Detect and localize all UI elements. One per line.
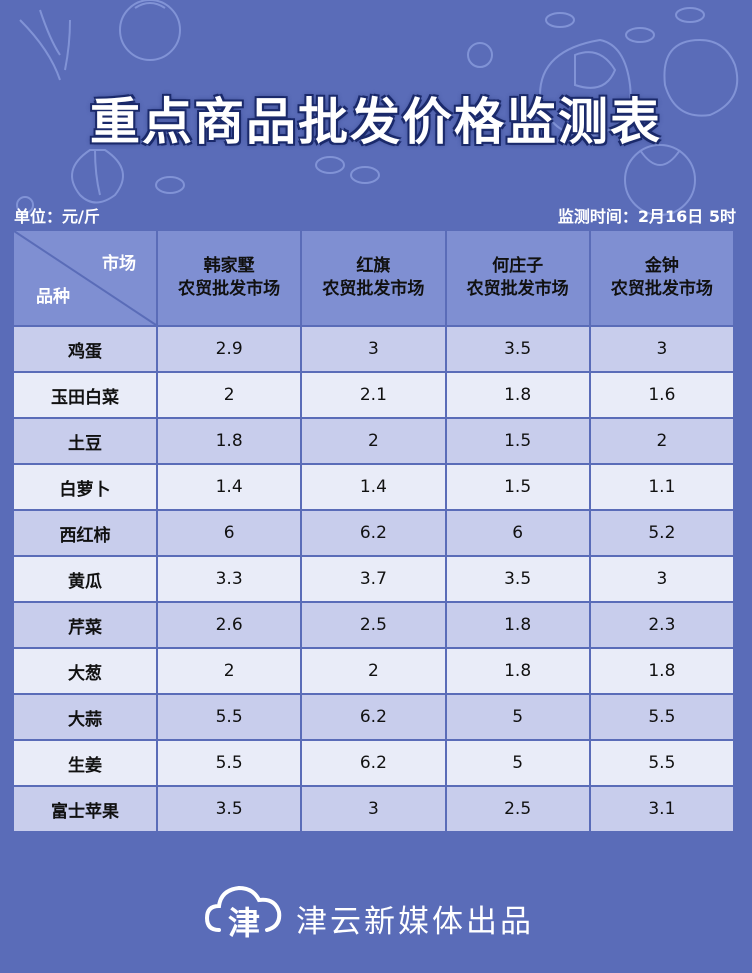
price-cell: 2.6 [155, 601, 303, 649]
price-cell: 5.5 [155, 693, 303, 741]
price-cell: 1.8 [588, 647, 736, 695]
market-header: 金钟 农贸批发市场 [588, 229, 736, 327]
market-name: 韩家墅 [203, 256, 255, 276]
market-name: 何庄子 [492, 256, 544, 276]
price-cell: 5 [444, 739, 591, 787]
price-table: 市场 品种 韩家墅农贸批发市场 红旗农贸批发市场 何庄子农贸批发市场 金钟农贸批… [12, 229, 736, 833]
market-type: 农贸批发市场 [466, 279, 569, 299]
price-cell: 3.5 [155, 785, 303, 833]
price-cell: 5.5 [588, 693, 736, 741]
item-name: 白萝卜 [12, 463, 158, 511]
logo-char: 津 [228, 904, 260, 942]
price-cell: 2.3 [588, 601, 736, 649]
price-cell: 3.1 [588, 785, 736, 833]
corner-cell: 市场 品种 [12, 229, 158, 327]
table-row: 鸡蛋 2.9 3 3.5 3 [12, 325, 736, 373]
publisher-credit: 津云新媒体出品 [296, 904, 534, 940]
vegetable-illustration [16, 0, 739, 216]
item-name: 生姜 [12, 739, 158, 787]
cloud-logo-icon: 津 [205, 885, 282, 942]
diagonal-divider [14, 231, 156, 325]
price-cell: 1.1 [588, 463, 736, 511]
market-name: 红旗 [356, 256, 391, 276]
price-cell: 3 [300, 785, 447, 833]
table-row: 生姜 5.5 6.2 5 5.5 [12, 739, 736, 787]
item-name: 土豆 [12, 417, 158, 465]
market-type: 农贸批发市场 [322, 279, 425, 299]
price-cell: 1.6 [588, 371, 736, 419]
corner-market-label: 市场 [102, 254, 136, 274]
item-name: 黄瓜 [12, 555, 158, 603]
price-cell: 1.8 [155, 417, 303, 465]
price-cell: 3.3 [155, 555, 303, 603]
table-row: 土豆 1.8 2 1.5 2 [12, 417, 736, 465]
price-cell: 2.5 [444, 785, 591, 833]
unit-label: 单位：元/斤 [14, 207, 100, 226]
table-row: 富士苹果 3.5 3 2.5 3.1 [12, 785, 736, 833]
item-name: 玉田白菜 [12, 371, 158, 419]
table-row: 芹菜 2.6 2.5 1.8 2.3 [12, 601, 736, 649]
market-type: 农贸批发市场 [610, 279, 713, 299]
item-name: 大蒜 [12, 693, 158, 741]
price-cell: 1.5 [444, 417, 591, 465]
price-cell: 3.5 [444, 325, 591, 373]
price-cell: 6 [155, 509, 303, 557]
price-cell: 3.5 [444, 555, 591, 603]
item-name: 西红柿 [12, 509, 158, 557]
price-cell: 2.9 [155, 325, 303, 373]
corner-variety-label: 品种 [36, 287, 70, 307]
item-name: 富士苹果 [12, 785, 158, 833]
item-name: 大葱 [12, 647, 158, 695]
price-cell: 1.4 [155, 463, 303, 511]
price-cell: 2.5 [300, 601, 447, 649]
price-cell: 2 [300, 647, 447, 695]
table-row: 大葱 2 2 1.8 1.8 [12, 647, 736, 695]
price-cell: 1.4 [300, 463, 447, 511]
price-cell: 5.5 [155, 739, 303, 787]
market-header: 红旗 农贸批发市场 [300, 229, 447, 327]
page-title: 重点商品批发价格监测表 [90, 93, 662, 151]
price-cell: 5.2 [588, 509, 736, 557]
price-cell: 1.8 [444, 371, 591, 419]
price-cell: 2 [155, 371, 303, 419]
monitor-time: 监测时间：2月16日 5时 [557, 207, 736, 226]
price-cell: 2 [588, 417, 736, 465]
table-row: 西红柿 6 6.2 6 5.2 [12, 509, 736, 557]
price-cell: 3 [300, 325, 447, 373]
price-cell: 3 [588, 325, 736, 373]
item-name: 鸡蛋 [12, 325, 158, 373]
price-cell: 5 [444, 693, 591, 741]
price-cell: 1.8 [444, 647, 591, 695]
price-cell: 6 [444, 509, 591, 557]
market-type: 农贸批发市场 [178, 279, 281, 299]
price-cell: 5.5 [588, 739, 736, 787]
table-row: 白萝卜 1.4 1.4 1.5 1.1 [12, 463, 736, 511]
price-cell: 2 [300, 417, 447, 465]
price-cell: 6.2 [300, 509, 447, 557]
price-cell: 3.7 [300, 555, 447, 603]
item-name: 芹菜 [12, 601, 158, 649]
price-cell: 2 [155, 647, 303, 695]
price-cell: 1.8 [444, 601, 591, 649]
table-header-row: 市场 品种 韩家墅农贸批发市场 红旗农贸批发市场 何庄子农贸批发市场 金钟农贸批… [12, 229, 736, 327]
table-row: 黄瓜 3.3 3.7 3.5 3 [12, 555, 736, 603]
footer: 津 津云新媒体出品 [0, 882, 752, 952]
market-header: 韩家墅 农贸批发市场 [155, 229, 303, 327]
price-cell: 3 [588, 555, 736, 603]
table-row: 大蒜 5.5 6.2 5 5.5 [12, 693, 736, 741]
price-cell: 6.2 [300, 739, 447, 787]
price-cell: 2.1 [300, 371, 447, 419]
price-cell: 6.2 [300, 693, 447, 741]
market-header: 何庄子 农贸批发市场 [444, 229, 591, 327]
price-cell: 1.5 [444, 463, 591, 511]
table-row: 玉田白菜 2 2.1 1.8 1.6 [12, 371, 736, 419]
market-name: 金钟 [644, 256, 679, 276]
